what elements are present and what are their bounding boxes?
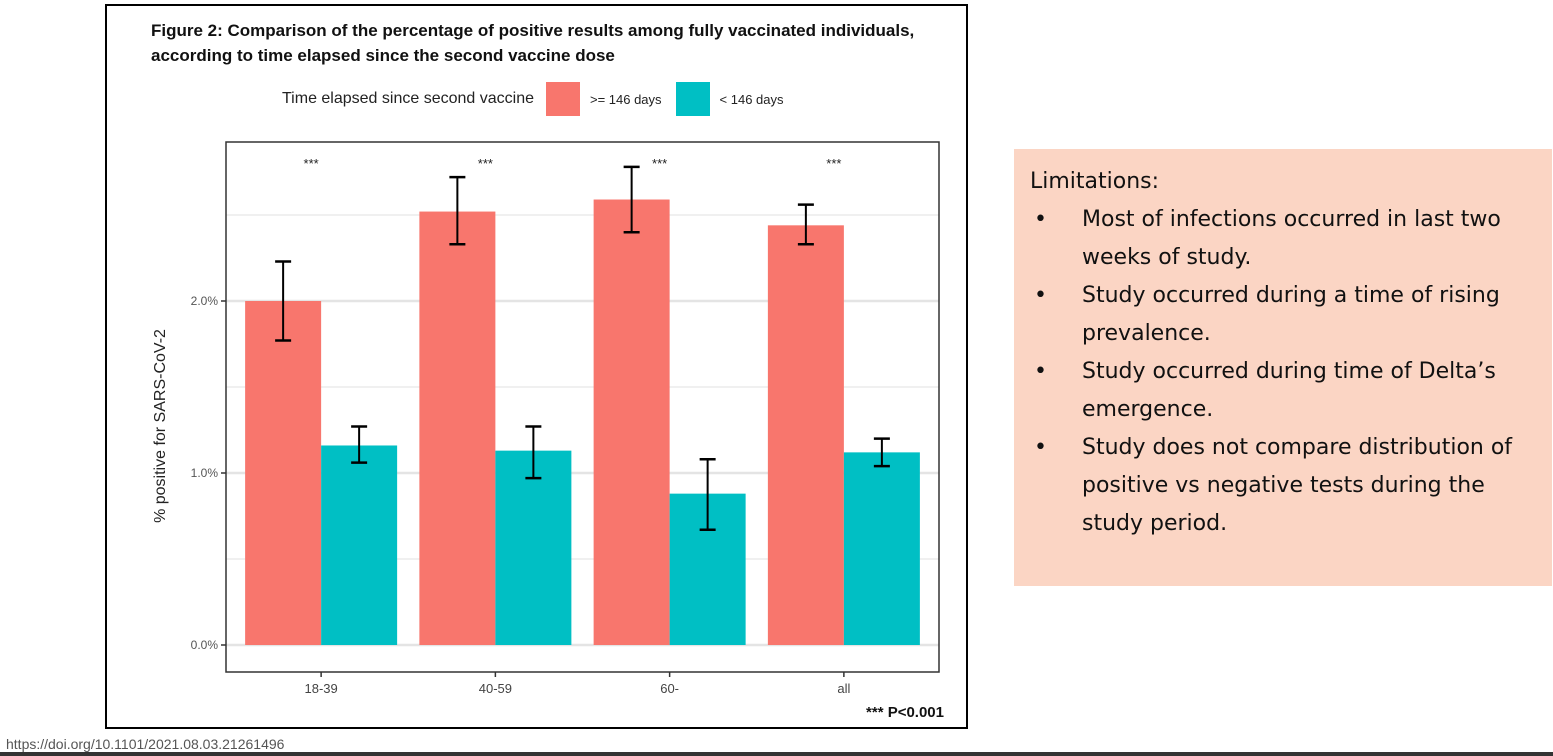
plot-border bbox=[225, 141, 940, 673]
y-tick-label: 1.0% bbox=[191, 466, 219, 480]
limitation-text: Study occurred during a time of rising p… bbox=[1082, 283, 1500, 346]
bottom-bar bbox=[0, 752, 1553, 756]
significance-label: *** bbox=[478, 156, 493, 171]
limitations-box: Limitations: • Most of infections occurre… bbox=[1014, 149, 1552, 586]
x-tick-label: 60- bbox=[660, 681, 679, 696]
figure-title: Figure 2: Comparison of the percentage o… bbox=[151, 21, 915, 65]
limitation-item: • Study occurred during a time of rising … bbox=[1030, 277, 1536, 353]
bullet-icon: • bbox=[1034, 207, 1047, 232]
bar-chart: *** 18-39 *** 40-59 *** 60- *** all 0.0% 1.0% 2.0%… bbox=[152, 141, 940, 696]
y-tick-label: 2.0% bbox=[191, 294, 219, 308]
x-tick-label: 18-39 bbox=[305, 681, 338, 696]
y-axis-label: % positive for SARS-CoV-2 bbox=[152, 329, 169, 523]
significance-label: *** bbox=[304, 156, 319, 171]
limitation-item: • Study occurred during time of Delta’s e… bbox=[1030, 353, 1536, 429]
limitation-item: • Most of infections occurred in last two… bbox=[1030, 201, 1536, 277]
significance-label: *** bbox=[652, 156, 667, 171]
legend-label-146-plus: >= 146 days bbox=[589, 91, 662, 107]
bar-all-under-146 bbox=[843, 452, 920, 645]
legend-label-under-146: < 146 days bbox=[719, 91, 784, 107]
bullet-icon: • bbox=[1034, 435, 1047, 460]
limitations-list: • Most of infections occurred in last two… bbox=[1030, 201, 1536, 543]
x-tick-label: 40-59 bbox=[479, 681, 512, 696]
figure-panel: Figure 2: Comparison of the percentage o… bbox=[105, 4, 968, 729]
bar-18-39-146-plus bbox=[245, 301, 322, 645]
p-value-note: *** P<0.001 bbox=[866, 704, 944, 721]
doi-link[interactable]: https://doi.org/10.1101/2021.08.03.21261… bbox=[6, 736, 285, 752]
limitation-text: Study does not compare distribution of p… bbox=[1082, 435, 1513, 536]
legend-key-146-plus bbox=[545, 82, 580, 116]
bar-all-146-plus bbox=[767, 225, 844, 645]
bullet-icon: • bbox=[1034, 359, 1047, 384]
x-tick-label: all bbox=[837, 681, 850, 696]
limitation-text: Study occurred during time of Delta’s em… bbox=[1082, 359, 1496, 422]
legend-title: Time elapsed since second vaccine bbox=[282, 90, 534, 107]
y-tick-label: 0.0% bbox=[191, 638, 219, 652]
bar-40-59-146-plus bbox=[419, 211, 496, 645]
legend-key-under-146 bbox=[675, 82, 710, 116]
legend: Time elapsed since second vaccine >= 146… bbox=[282, 82, 798, 116]
bar-60--146-plus bbox=[593, 199, 670, 645]
limitation-item: • Study does not compare distribution of … bbox=[1030, 429, 1536, 543]
bar-18-39-under-146 bbox=[321, 445, 398, 645]
limitations-title: Limitations: bbox=[1030, 169, 1160, 194]
significance-label: *** bbox=[826, 156, 841, 171]
limitation-text: Most of infections occurred in last two … bbox=[1082, 207, 1501, 270]
bullet-icon: • bbox=[1034, 283, 1047, 308]
bar-40-59-under-146 bbox=[495, 450, 572, 645]
